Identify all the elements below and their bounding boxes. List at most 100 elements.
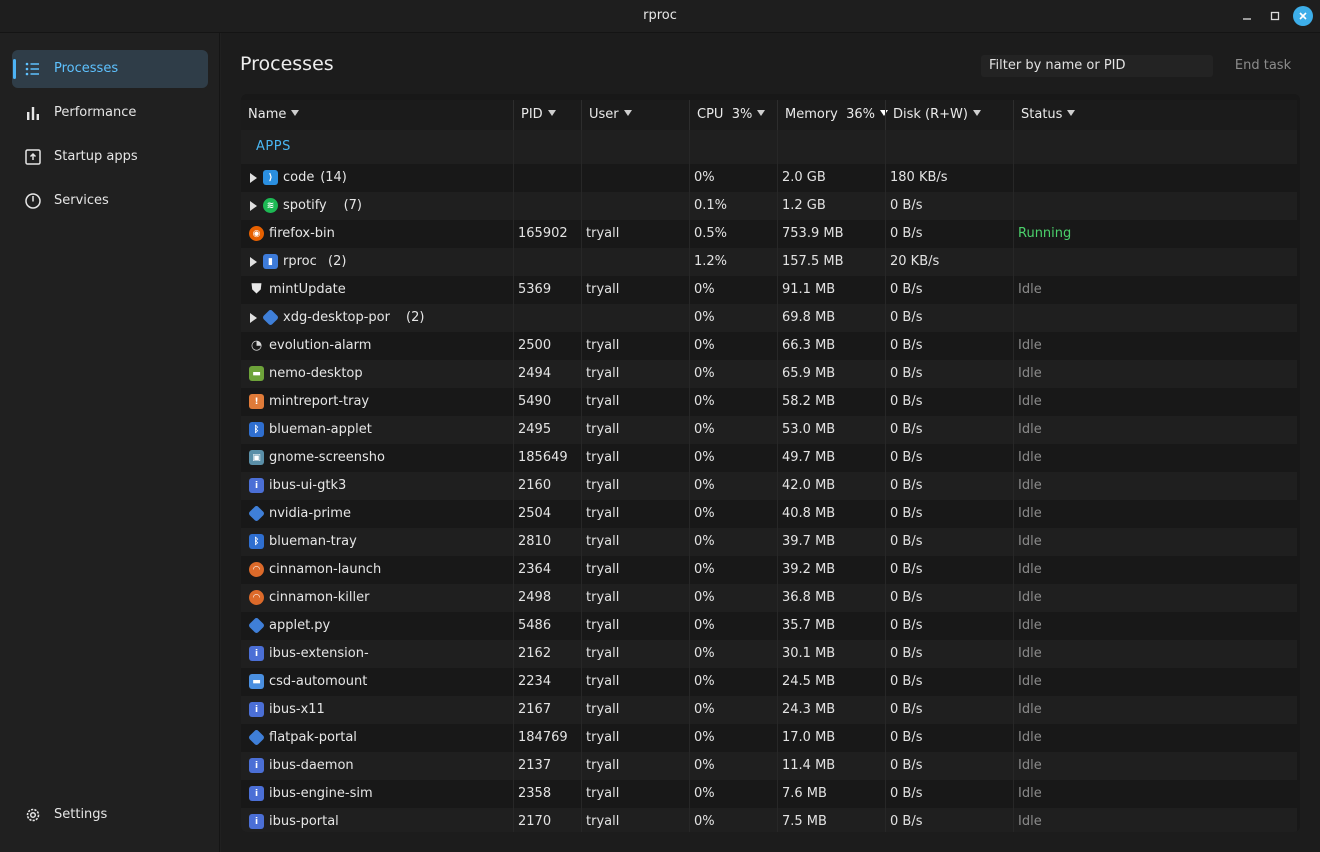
process-name: blueman-tray bbox=[269, 534, 357, 549]
end-task-button[interactable]: End task bbox=[1234, 58, 1292, 73]
chevron-down-icon bbox=[547, 110, 556, 116]
folder-icon: ▬ bbox=[249, 674, 264, 689]
filter-input[interactable]: Filter by name or PID bbox=[981, 55, 1213, 77]
name-cell: ▬ csd-automount bbox=[241, 668, 513, 696]
disk-cell: 0 B/s bbox=[885, 808, 1013, 832]
pid-cell: 5490 bbox=[513, 388, 581, 416]
name-cell: ⟩ code (14) bbox=[241, 164, 513, 192]
python-icon bbox=[262, 309, 279, 326]
status-cell bbox=[1013, 164, 1297, 192]
disk-cell: 180 KB/s bbox=[885, 164, 1013, 192]
sidebar-item-performance[interactable]: Performance bbox=[12, 94, 208, 132]
chevron-down-icon bbox=[1067, 110, 1076, 116]
mem-cell: 40.8 MB bbox=[777, 500, 885, 528]
table-row[interactable]: ! mintreport-tray 5490 tryall 0% 58.2 MB 0 B/s… bbox=[241, 388, 1297, 416]
expand-arrow-icon[interactable] bbox=[250, 313, 257, 323]
table-row[interactable]: flatpak-portal 184769 tryall 0% 17.0 MB 0 B/s… bbox=[241, 724, 1297, 752]
chevron-down-icon bbox=[880, 110, 889, 116]
mem-cell: 30.1 MB bbox=[777, 640, 885, 668]
column-header-pid[interactable]: PID bbox=[513, 100, 581, 130]
disk-cell: 0 B/s bbox=[885, 500, 1013, 528]
column-label: Name bbox=[248, 107, 287, 122]
expand-arrow-icon[interactable] bbox=[250, 173, 257, 183]
column-header-user[interactable]: User bbox=[581, 100, 689, 130]
table-row[interactable]: ᛒ blueman-applet 2495 tryall 0% 53.0 MB 0 B/s I… bbox=[241, 416, 1297, 444]
close-button[interactable] bbox=[1293, 6, 1313, 26]
sidebar: Processes Performance Startup apps Servi… bbox=[0, 33, 220, 852]
column-label: Memory 36% bbox=[785, 107, 876, 122]
user-cell bbox=[581, 248, 689, 276]
process-name: spotify bbox=[283, 198, 327, 213]
table-row[interactable]: i ibus-daemon 2137 tryall 0% 11.4 MB 0 B/s Idle bbox=[241, 752, 1297, 780]
mem-cell: 35.7 MB bbox=[777, 612, 885, 640]
table-row[interactable]: ▬ nemo-desktop 2494 tryall 0% 65.9 MB 0 B/s Idl… bbox=[241, 360, 1297, 388]
user-cell: tryall bbox=[581, 696, 689, 724]
status-cell: Idle bbox=[1013, 332, 1297, 360]
table-row[interactable]: xdg-desktop-por (2) 0% 69.8 MB 0 B/s bbox=[241, 304, 1297, 332]
table-row[interactable]: ≋ spotify (7) 0.1% 1.2 GB 0 B/s bbox=[241, 192, 1297, 220]
table-row[interactable]: i ibus-ui-gtk3 2160 tryall 0% 42.0 MB 0 B/s Idl… bbox=[241, 472, 1297, 500]
sidebar-item-label: Processes bbox=[54, 61, 119, 76]
pid-cell: 5486 bbox=[513, 612, 581, 640]
table-row[interactable]: ◔ evolution-alarm 2500 tryall 0% 66.3 MB 0 B/s… bbox=[241, 332, 1297, 360]
table-row[interactable]: ▣ gnome-screensho 185649 tryall 0% 49.7 MB 0 B… bbox=[241, 444, 1297, 472]
user-cell: tryall bbox=[581, 472, 689, 500]
minimize-button[interactable] bbox=[1237, 6, 1257, 26]
user-cell: tryall bbox=[581, 528, 689, 556]
maximize-icon bbox=[1270, 11, 1280, 21]
table-row[interactable]: ⟩ code (14) 0% 2.0 GB 180 KB/s bbox=[241, 164, 1297, 192]
disk-cell: 0 B/s bbox=[885, 640, 1013, 668]
process-name: code bbox=[283, 170, 315, 185]
user-cell: tryall bbox=[581, 584, 689, 612]
status-cell: Idle bbox=[1013, 276, 1297, 304]
column-header-status[interactable]: Status bbox=[1013, 100, 1297, 130]
cpu-cell: 0% bbox=[689, 612, 777, 640]
name-cell: ◔ evolution-alarm bbox=[241, 332, 513, 360]
maximize-button[interactable] bbox=[1265, 6, 1285, 26]
user-cell: tryall bbox=[581, 388, 689, 416]
status-cell bbox=[1013, 248, 1297, 276]
column-header-memory[interactable]: Memory 36% bbox=[777, 100, 889, 130]
sidebar-item-processes[interactable]: Processes bbox=[12, 50, 208, 88]
cpu-cell: 0% bbox=[689, 696, 777, 724]
user-cell: tryall bbox=[581, 332, 689, 360]
group-label: APPS bbox=[256, 139, 291, 154]
table-body: APPS ⟩ code (14) 0% 2.0 GB 180 KB/s ≋ spotify (7… bbox=[241, 130, 1297, 832]
table-row[interactable]: i ibus-extension- 2162 tryall 0% 30.1 MB 0 B/s… bbox=[241, 640, 1297, 668]
status-cell: Running bbox=[1013, 220, 1297, 248]
process-name: blueman-applet bbox=[269, 422, 372, 437]
status-cell: Idle bbox=[1013, 472, 1297, 500]
table-row[interactable]: ◠ cinnamon-killer 2498 tryall 0% 36.8 MB 0 B/s… bbox=[241, 584, 1297, 612]
table-row[interactable]: ᛒ blueman-tray 2810 tryall 0% 39.7 MB 0 B/s Idl… bbox=[241, 528, 1297, 556]
mem-cell: 91.1 MB bbox=[777, 276, 885, 304]
table-row[interactable]: ⛊ mintUpdate 5369 tryall 0% 91.1 MB 0 B/s Idle bbox=[241, 276, 1297, 304]
sidebar-item-startup-apps[interactable]: Startup apps bbox=[12, 138, 208, 176]
table-row[interactable]: i ibus-engine-sim 2358 tryall 0% 7.6 MB 0 B/s I… bbox=[241, 780, 1297, 808]
table-row[interactable]: i ibus-x11 2167 tryall 0% 24.3 MB 0 B/s Idle bbox=[241, 696, 1297, 724]
pid-cell bbox=[513, 304, 581, 332]
table-row[interactable]: nvidia-prime 2504 tryall 0% 40.8 MB 0 B/s Idle bbox=[241, 500, 1297, 528]
disk-cell: 0 B/s bbox=[885, 528, 1013, 556]
table-row[interactable]: ◠ cinnamon-launch 2364 tryall 0% 39.2 MB 0 B/s… bbox=[241, 556, 1297, 584]
user-cell: tryall bbox=[581, 416, 689, 444]
user-cell: tryall bbox=[581, 780, 689, 808]
expand-arrow-icon[interactable] bbox=[250, 257, 257, 267]
sidebar-item-services[interactable]: Services bbox=[12, 182, 208, 220]
table-row[interactable]: ◉ firefox-bin 165902 tryall 0.5% 753.9 MB 0 B/… bbox=[241, 220, 1297, 248]
table-row[interactable]: i ibus-portal 2170 tryall 0% 7.5 MB 0 B/s Idle bbox=[241, 808, 1297, 832]
chevron-down-icon bbox=[291, 110, 300, 116]
chevron-down-icon bbox=[972, 110, 981, 116]
sidebar-item-settings[interactable]: Settings bbox=[12, 796, 208, 834]
clock-icon: ◔ bbox=[250, 338, 263, 353]
expand-arrow-icon[interactable] bbox=[250, 201, 257, 211]
firefox-icon: ◉ bbox=[249, 226, 264, 241]
status-cell: Idle bbox=[1013, 696, 1297, 724]
mem-cell: 58.2 MB bbox=[777, 388, 885, 416]
column-header-name[interactable]: Name bbox=[241, 100, 513, 130]
user-cell: tryall bbox=[581, 444, 689, 472]
column-header-cpu[interactable]: CPU 3% bbox=[689, 100, 777, 130]
table-row[interactable]: ▬ csd-automount 2234 tryall 0% 24.5 MB 0 B/s Id… bbox=[241, 668, 1297, 696]
table-row[interactable]: applet.py 5486 tryall 0% 35.7 MB 0 B/s Idle bbox=[241, 612, 1297, 640]
column-header-disk[interactable]: Disk (R+W) bbox=[885, 100, 1013, 130]
table-row[interactable]: ▮ rproc (2) 1.2% 157.5 MB 20 KB/s bbox=[241, 248, 1297, 276]
